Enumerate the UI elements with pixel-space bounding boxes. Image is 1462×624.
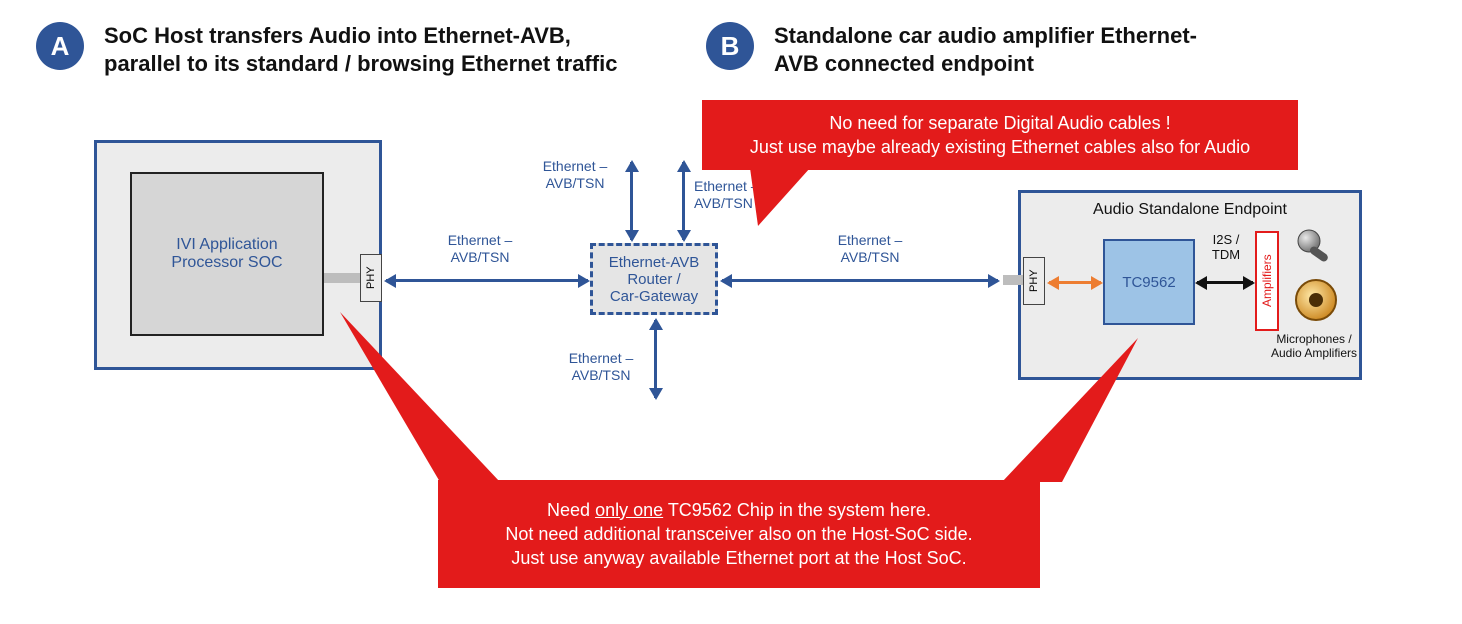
arrow-router-endpoint <box>722 279 998 282</box>
eth-label-up-left: Ethernet – AVB/TSN <box>530 158 620 192</box>
callout-bottom-under: only one <box>595 500 663 520</box>
eth-label-right: Ethernet – AVB/TSN <box>820 232 920 266</box>
phy-left: PHY <box>360 254 382 302</box>
amplifiers-box: Amplifiers <box>1255 231 1279 331</box>
arrow-phy-chip <box>1049 281 1101 284</box>
diagram-stage: { "colors": { "badge_bg": "#2f5597", "bl… <box>0 0 1462 624</box>
mic-amp-label: Microphones / Audio Amplifiers <box>1259 333 1369 361</box>
callout-top: No need for separate Digital Audio cable… <box>702 100 1298 170</box>
arrow-chip-amp <box>1197 281 1253 284</box>
callout-top-line2: Just use maybe already existing Ethernet… <box>750 137 1250 157</box>
eth-label-down: Ethernet – AVB/TSN <box>556 350 646 384</box>
soc-inner-box: IVI Application Processor SOC <box>130 172 324 336</box>
endpoint-in-connector <box>1003 275 1023 285</box>
phy-left-label: PHY <box>365 267 377 290</box>
eth-label-left: Ethernet – AVB/TSN <box>430 232 530 266</box>
heading-a: SoC Host transfers Audio into Ethernet-A… <box>104 22 644 77</box>
soc-to-phy-connector <box>324 273 360 283</box>
arrow-soc-router <box>386 279 588 282</box>
badge-a-label: A <box>51 31 70 62</box>
callout-bottom-post: TC9562 Chip in the system here. <box>663 500 931 520</box>
badge-b: B <box>706 22 754 70</box>
microphone-icon <box>1293 225 1337 269</box>
badge-a: A <box>36 22 84 70</box>
amplifiers-label: Amplifiers <box>1260 255 1274 308</box>
heading-b: Standalone car audio amplifier Ethernet-… <box>774 22 1204 77</box>
phy-right-label: PHY <box>1028 270 1040 293</box>
callout-bottom-pointer-right <box>1000 334 1170 504</box>
arrow-router-up-left <box>630 162 633 240</box>
router-label: Ethernet-AVB Router / Car-Gateway <box>609 254 700 305</box>
speaker-icon <box>1293 277 1339 323</box>
callout-bottom: Need only one TC9562 Chip in the system … <box>438 480 1040 588</box>
callout-bottom-pointer-left <box>332 310 502 510</box>
heading-b-text: Standalone car audio amplifier Ethernet-… <box>774 23 1197 76</box>
arrow-router-up-right <box>682 162 685 240</box>
badge-b-label: B <box>721 31 740 62</box>
arrow-router-down <box>654 320 657 398</box>
endpoint-title: Audio Standalone Endpoint <box>1021 201 1359 219</box>
callout-bottom-pre: Need <box>547 500 595 520</box>
tc9562-label: TC9562 <box>1122 274 1175 291</box>
callout-top-line1: No need for separate Digital Audio cable… <box>829 113 1170 133</box>
callout-top-pointer <box>750 168 830 238</box>
callout-bottom-line2: Not need additional transceiver also on … <box>505 524 972 544</box>
ethernet-avb-router: Ethernet-AVB Router / Car-Gateway <box>590 243 718 315</box>
tc9562-chip: TC9562 <box>1103 239 1195 325</box>
i2s-tdm-label: I2S / TDM <box>1201 233 1251 263</box>
phy-right: PHY <box>1023 257 1045 305</box>
soc-label: IVI Application Processor SOC <box>171 236 282 272</box>
heading-a-text: SoC Host transfers Audio into Ethernet-A… <box>104 23 617 76</box>
callout-bottom-line3: Just use anyway available Ethernet port … <box>511 548 966 568</box>
